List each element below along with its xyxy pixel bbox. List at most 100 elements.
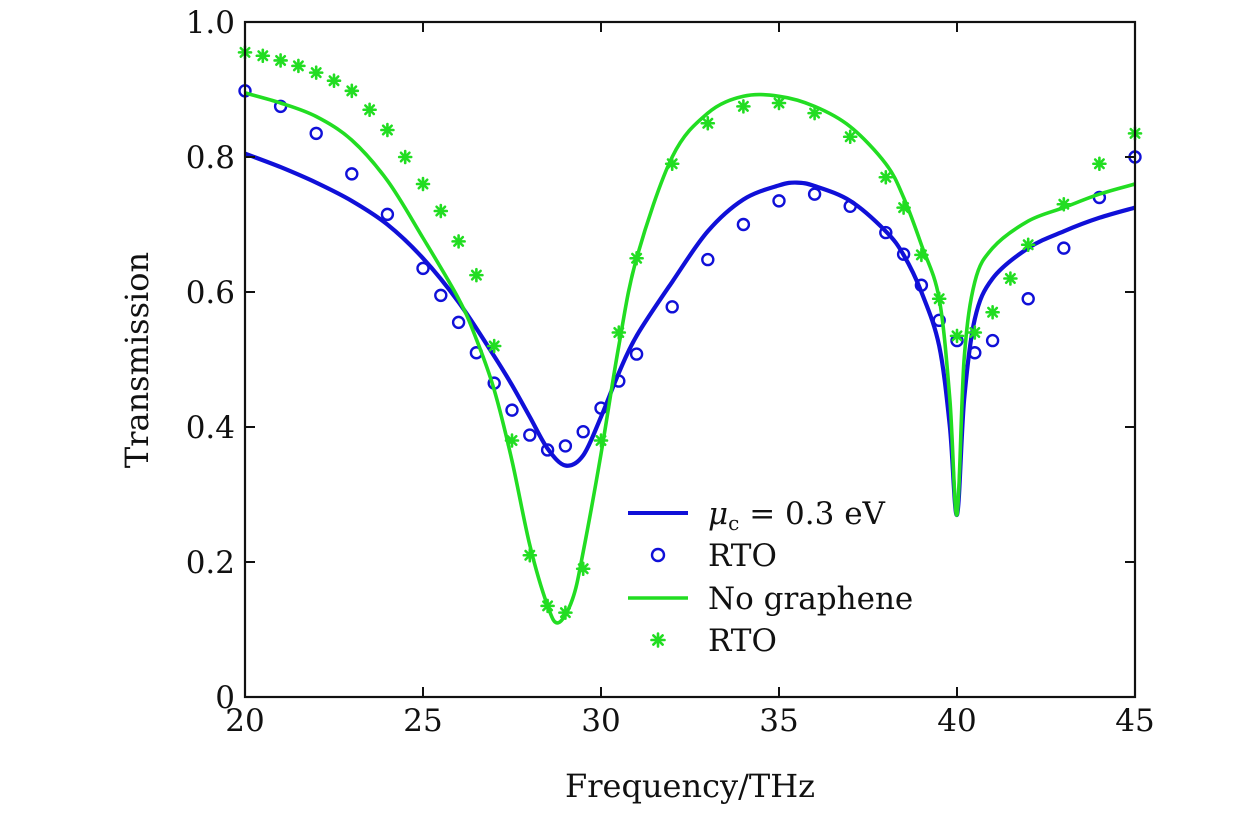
data-point: [700, 115, 716, 131]
y-tick-label: 0.8: [186, 140, 235, 176]
data-point: [896, 200, 911, 215]
series-2: [244, 91, 1136, 625]
data-point: [380, 207, 395, 222]
data-point: [736, 217, 751, 232]
series-0: [244, 151, 1136, 517]
legend-label: No graphene: [708, 581, 913, 617]
data-point: [255, 48, 271, 64]
data-point: [575, 561, 591, 577]
data-point: [807, 105, 822, 121]
legend-item: RTO: [650, 538, 777, 574]
x-tick-label: 30: [581, 703, 620, 739]
legend-swatch: [650, 632, 666, 648]
x-tick-label: 45: [1115, 703, 1154, 739]
data-point: [558, 605, 573, 620]
data-point: [629, 250, 644, 266]
data-point: [843, 199, 857, 213]
data-point: [344, 83, 360, 99]
data-point: [593, 433, 609, 448]
data-point: [985, 304, 1000, 320]
ticks-layer: 20 25 30 35 40 45 0 0.2 0.4 0.6 0.8 1.0: [186, 5, 1155, 739]
data-point: [985, 333, 1000, 348]
x-tick-label: 20: [225, 703, 264, 739]
data-point: [842, 129, 858, 145]
data-point: [397, 149, 413, 165]
data-point: [896, 247, 911, 261]
legend-swatch: [650, 547, 666, 563]
data-point: [540, 443, 555, 457]
data-point: [362, 102, 377, 118]
data-point: [879, 225, 893, 240]
data-point: [1003, 271, 1018, 286]
data-point: [611, 325, 627, 340]
data-point: [505, 403, 519, 417]
data-point: [878, 169, 894, 185]
data-point: [914, 247, 929, 263]
data-point: [416, 261, 430, 276]
y-tick-label: 0: [215, 680, 235, 716]
data-point: [434, 288, 448, 303]
data-point: [380, 122, 395, 138]
data-point: [949, 328, 965, 344]
data-point: [1056, 196, 1072, 212]
data-point: [932, 313, 946, 328]
legend-value: = 0.3 eV: [739, 496, 885, 532]
x-tick-label: 40: [937, 703, 976, 739]
data-point: [326, 73, 342, 89]
data-point: [772, 194, 786, 208]
legend-subscript: c: [728, 511, 739, 535]
y-tick-label: 0.4: [186, 410, 235, 446]
legend-mu: μ: [708, 496, 728, 532]
data-point: [309, 126, 323, 141]
data-point: [1020, 237, 1036, 253]
data-point: [736, 99, 751, 114]
data-point: [1092, 156, 1107, 172]
data-point: [558, 439, 573, 453]
data-point: [931, 291, 947, 307]
data-point: [664, 156, 680, 172]
data-point: [433, 203, 449, 219]
x-tick-label: 25: [403, 703, 442, 739]
data-point: [540, 598, 555, 614]
x-axis-title: Frequency/THz: [565, 767, 815, 805]
legend-item: No graphene: [628, 581, 913, 617]
data-point: [576, 425, 590, 439]
data-point: [345, 167, 359, 181]
data-point: [291, 58, 306, 74]
x-tick-label: 35: [759, 703, 798, 739]
data-point: [273, 53, 288, 68]
data-point: [701, 252, 715, 267]
y-axis-title: Transmission: [118, 252, 156, 468]
data-point: [771, 95, 787, 111]
series-line: [244, 91, 1136, 625]
data-point: [415, 176, 431, 192]
data-point: [504, 433, 520, 448]
legend-label: μc = 0.3 eV: [708, 496, 886, 535]
legend-label: RTO: [708, 538, 777, 574]
y-tick-label: 0.2: [186, 545, 235, 581]
plot-frame: [243, 20, 1137, 699]
data-point: [665, 300, 679, 314]
data-point: [451, 315, 466, 330]
legend-item: μc = 0.3 eV: [628, 496, 886, 535]
series-1: [238, 84, 1142, 457]
legend-label: RTO: [708, 623, 777, 659]
data-point: [523, 428, 537, 442]
y-tick-label: 1.0: [186, 5, 235, 41]
series-line: [244, 151, 1136, 517]
data-point: [629, 347, 644, 361]
data-point: [968, 346, 982, 360]
y-tick-label: 0.6: [186, 275, 235, 311]
data-point: [308, 65, 324, 80]
legend-item: RTO: [650, 623, 777, 659]
data-point: [451, 234, 466, 249]
data-point: [486, 338, 502, 354]
data-point: [469, 267, 484, 283]
series-layer: [237, 45, 1143, 625]
data-point: [594, 401, 608, 415]
data-point: [522, 547, 538, 563]
data-point: [1021, 292, 1035, 306]
data-point: [1057, 241, 1071, 255]
